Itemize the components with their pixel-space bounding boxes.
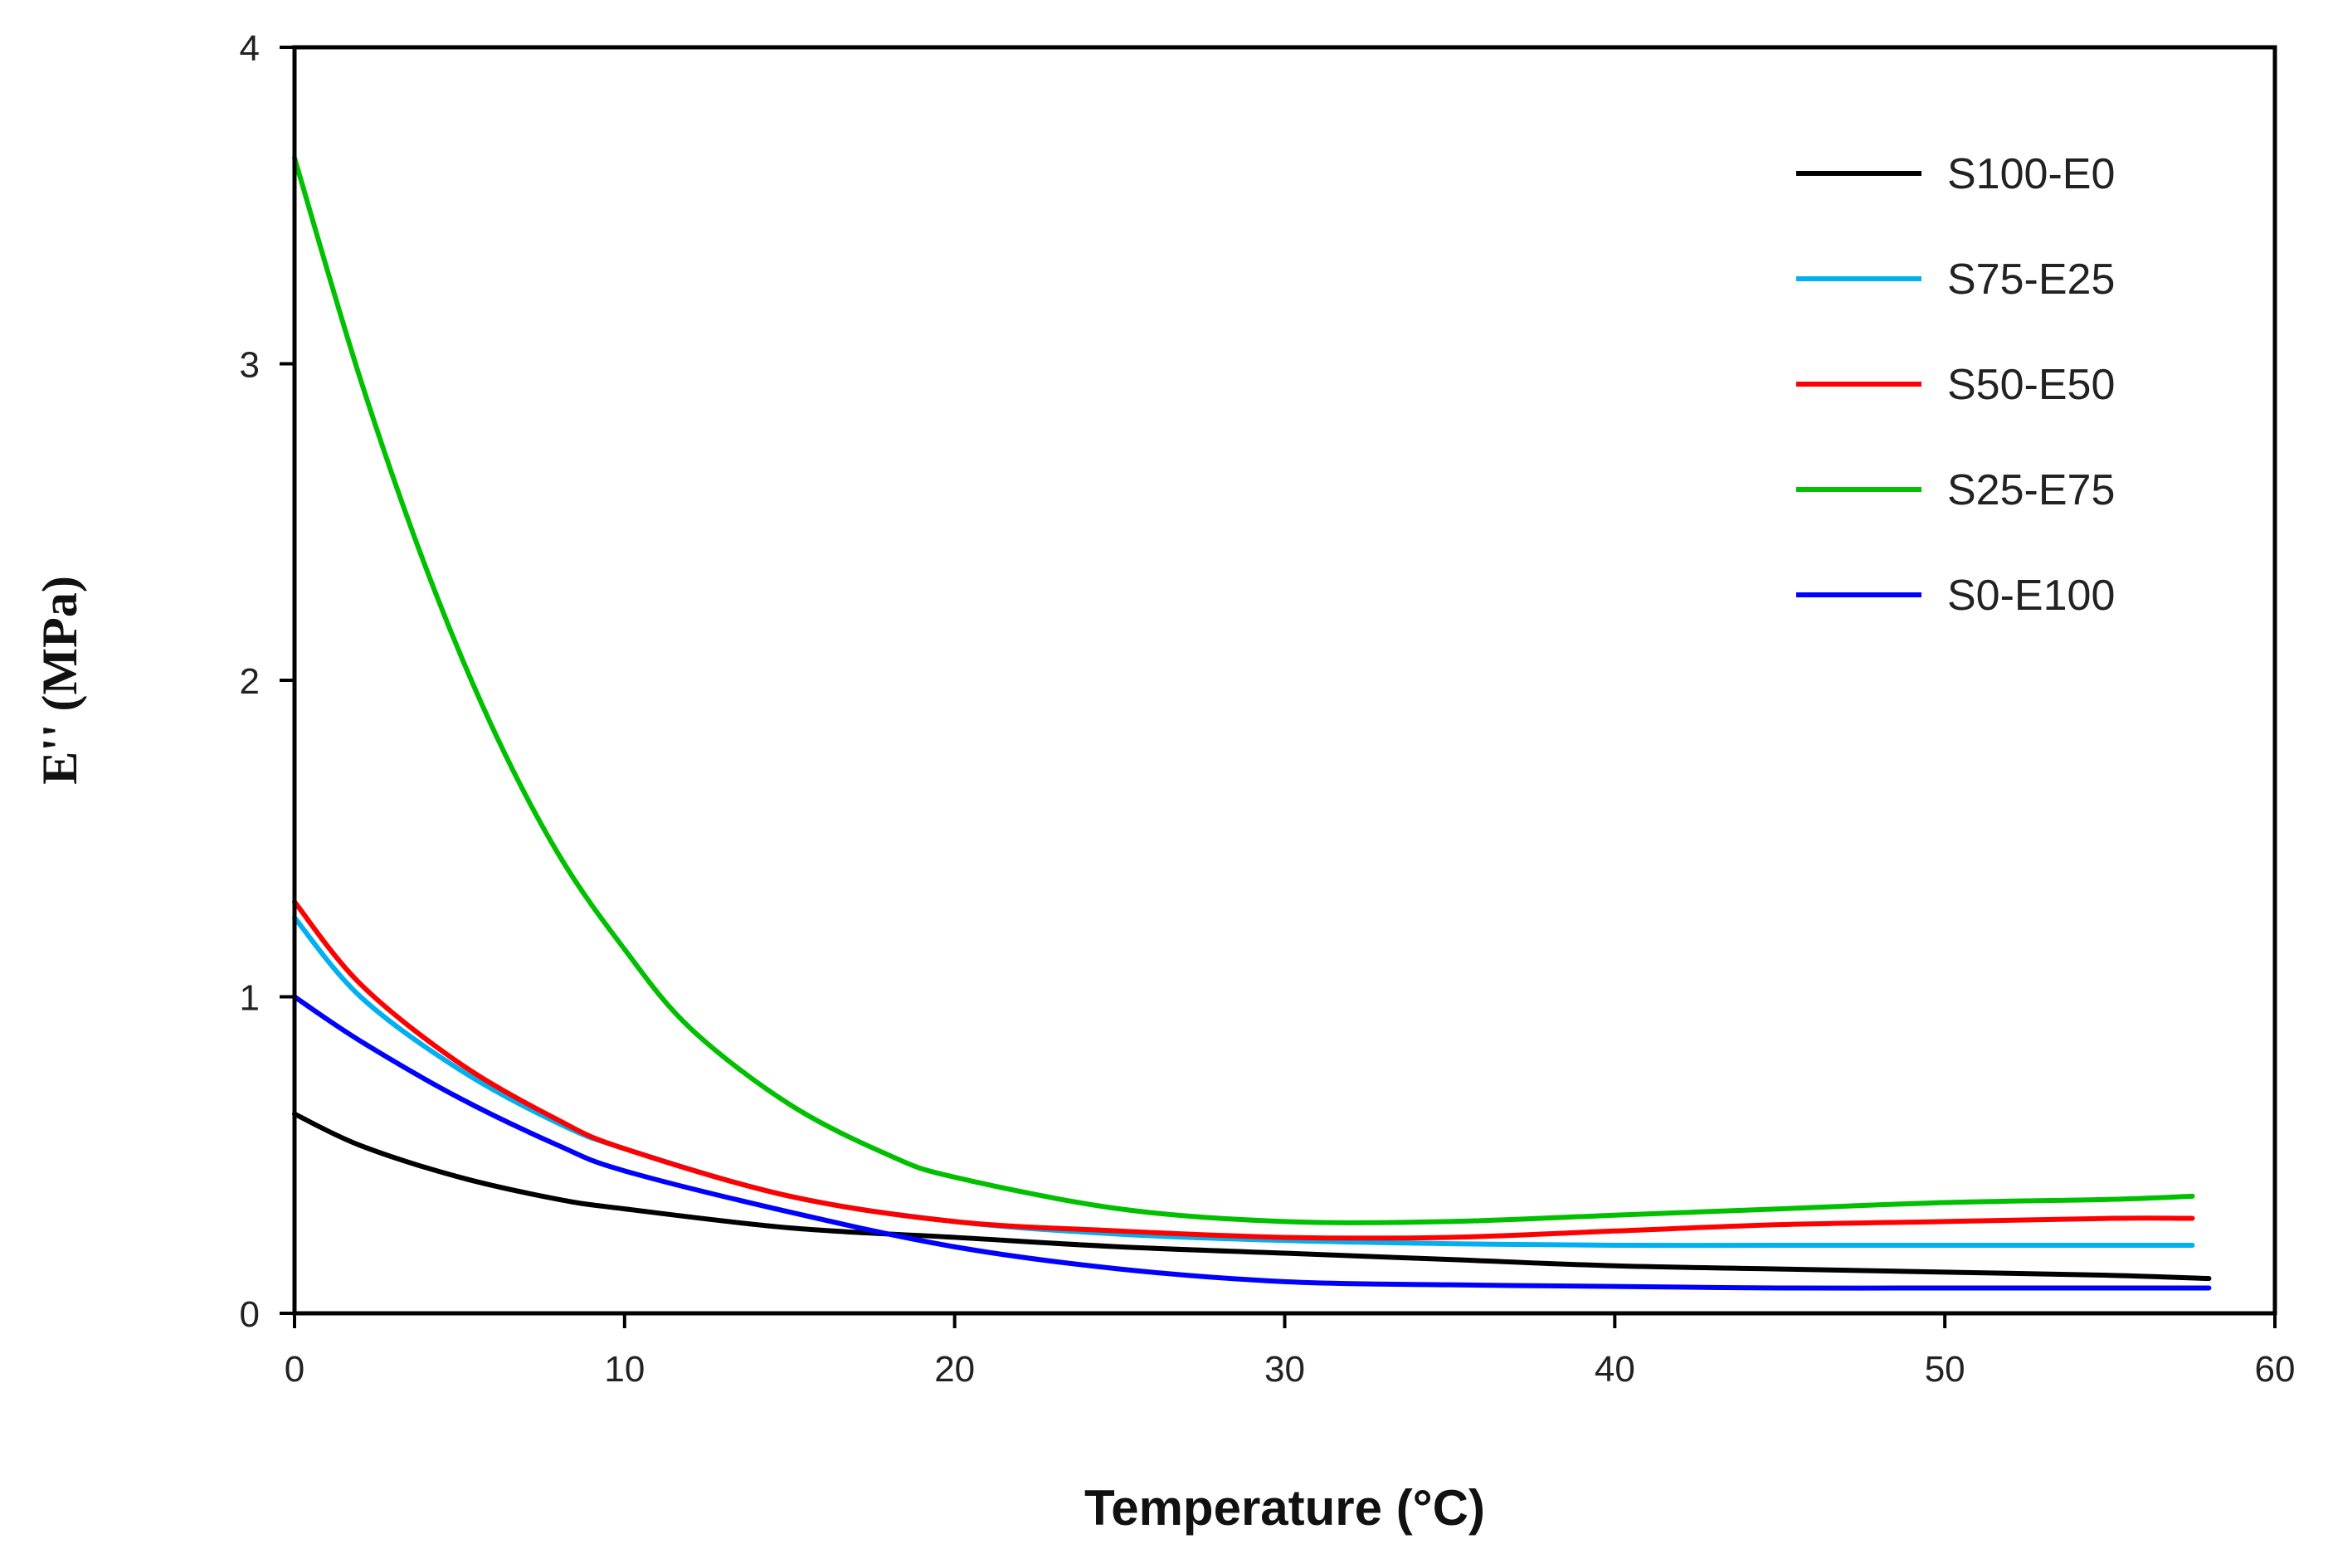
y-axis-title: E'' (MPa) <box>32 576 87 785</box>
series-line-s0-e100 <box>292 994 2212 1291</box>
x-tick-label: 20 <box>934 1349 975 1390</box>
x-tick-label: 60 <box>2255 1349 2296 1390</box>
x-tick-label: 10 <box>604 1349 645 1390</box>
series-line-s25-e75 <box>292 155 2195 1225</box>
y-tick-label: 0 <box>240 1294 260 1335</box>
legend-label: S25-E75 <box>1947 466 2115 514</box>
y-tick-label: 2 <box>240 661 260 702</box>
y-tick-label: 4 <box>240 28 260 69</box>
series-line-s50-e50 <box>292 899 2195 1241</box>
x-tick-label: 40 <box>1595 1349 1635 1390</box>
legend-label: S75-E25 <box>1947 256 2115 304</box>
plot-frame <box>292 45 2277 1316</box>
series-line-s100-e0 <box>292 1111 2212 1282</box>
x-axis-title: Temperature (°C) <box>1084 1480 1485 1536</box>
legend-label: S50-E50 <box>1947 361 2115 409</box>
x-tick-label: 30 <box>1264 1349 1305 1390</box>
legend-label: S100-E0 <box>1947 150 2115 198</box>
y-tick-label: 1 <box>240 978 260 1019</box>
y-axis-ticks: 0 1 2 3 4 <box>240 28 295 1335</box>
x-axis-ticks: 0 10 20 30 40 50 60 <box>285 1313 2296 1390</box>
x-tick-label: 0 <box>285 1349 304 1390</box>
legend: S100-E0 S75-E25 S50-E50 S25-E75 S0-E100 <box>1796 150 2115 620</box>
y-tick-label: 3 <box>240 345 260 386</box>
series-line-s75-e25 <box>292 915 2195 1249</box>
legend-label: S0-E100 <box>1947 572 2115 620</box>
series-layer <box>292 155 2212 1291</box>
x-tick-label: 50 <box>1925 1349 1965 1390</box>
